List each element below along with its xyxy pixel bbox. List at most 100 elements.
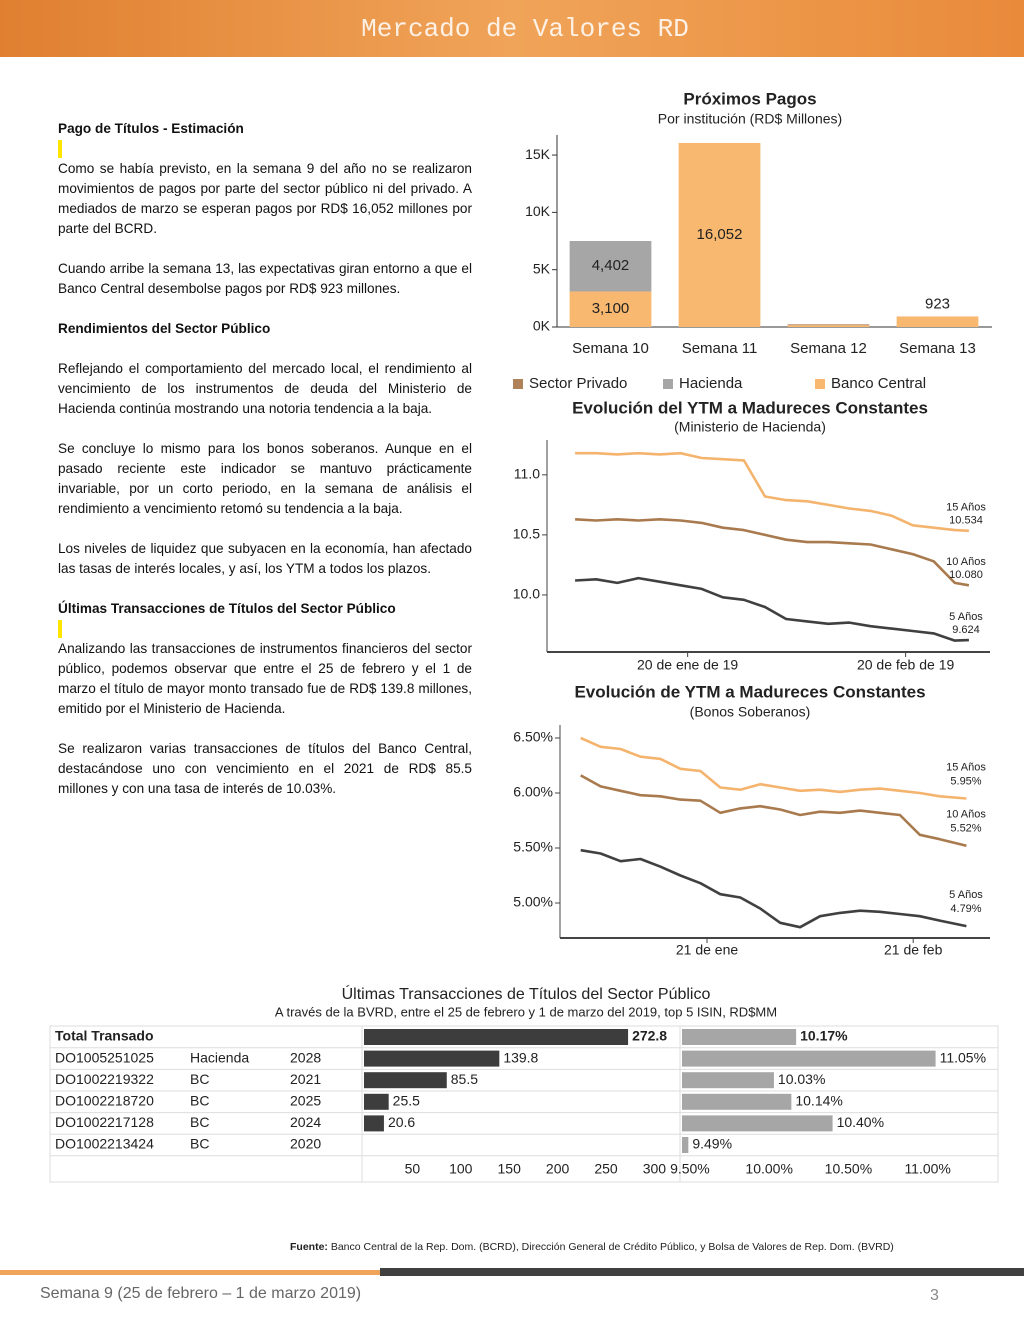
y-tick-label: 15K xyxy=(525,146,551,162)
bar-segment xyxy=(569,291,652,327)
paragraph: Los niveles de liquidez que subyacen en … xyxy=(58,541,472,576)
data-label: 3,100 xyxy=(592,300,630,317)
end-value-label: 4.79% xyxy=(950,903,981,915)
x-tick-label: Semana 11 xyxy=(682,340,758,357)
data-label: 4,402 xyxy=(592,257,630,274)
series-label: 10 Años xyxy=(946,809,986,821)
table-cell: DO1005251025 xyxy=(55,1049,154,1065)
x-tick-label: 21 de ene xyxy=(676,942,738,958)
chart-title: Evolución del YTM a Madureces Constantes xyxy=(572,398,928,417)
paragraph: Como se había previsto, en la semana 9 d… xyxy=(58,161,472,236)
table-cell: DO1002219322 xyxy=(55,1071,154,1087)
x-tick-label: Semana 13 xyxy=(899,340,976,357)
series-label: 5 Años xyxy=(949,611,983,623)
y-tick-label: 11.0 xyxy=(514,466,540,482)
chart-subtitle: (Ministerio de Hacienda) xyxy=(674,419,826,435)
amount-label: 25.5 xyxy=(393,1093,420,1109)
amount-label: 272.8 xyxy=(632,1028,667,1044)
rate-label: 10.40% xyxy=(837,1114,884,1130)
legend-label: Sector Privado xyxy=(529,375,627,392)
table-cell: BC xyxy=(190,1114,209,1130)
source-label: Fuente: xyxy=(290,1241,328,1253)
end-value-label: 10.080 xyxy=(949,569,983,581)
end-value-label: 9.624 xyxy=(952,624,980,636)
chart-subtitle: Por institución (RD$ Millones) xyxy=(658,111,842,127)
header-band: Mercado de Valores RD xyxy=(0,0,1024,57)
table-cell: 2020 xyxy=(290,1136,321,1152)
x-tick-label: Semana 10 xyxy=(572,340,649,357)
page-number: 3 xyxy=(930,1287,939,1304)
line-series xyxy=(575,451,969,533)
table-cell: 2025 xyxy=(290,1093,321,1109)
y-tick-label: 0K xyxy=(533,318,551,334)
chart-subtitle: (Bonos Soberanos) xyxy=(690,704,811,720)
bar-segment xyxy=(787,325,870,327)
rate-label: 10.14% xyxy=(795,1093,842,1109)
paragraph: Se concluye lo mismo para los bonos sobe… xyxy=(58,441,472,516)
amount-label: 139.8 xyxy=(503,1049,538,1065)
data-label: 16,052 xyxy=(697,226,743,243)
end-value-label: 5.95% xyxy=(950,775,981,787)
bar-segment xyxy=(678,143,761,327)
y-tick-label: 10K xyxy=(525,203,551,219)
footer-period: Semana 9 (25 de febrero – 1 de marzo 201… xyxy=(40,1285,362,1302)
legend-swatch xyxy=(663,379,673,389)
chart-title: Próximos Pagos xyxy=(683,89,816,108)
table-cell: 2028 xyxy=(290,1049,321,1065)
rate-label: 10.03% xyxy=(778,1071,825,1087)
x-tick-label: 20 de feb de 19 xyxy=(857,657,955,673)
x2-tick-label: 10.00% xyxy=(745,1161,792,1177)
amount-bar xyxy=(364,1115,384,1132)
series-label: 15 Años xyxy=(946,502,986,514)
legend-swatch xyxy=(513,379,523,389)
chart-title: Últimas Transacciones de Títulos del Sec… xyxy=(342,984,711,1003)
y-tick-label: 10.5 xyxy=(513,526,540,542)
x-tick-label: 250 xyxy=(594,1161,618,1177)
amount-label: 20.6 xyxy=(388,1114,415,1130)
rate-label: 10.17% xyxy=(800,1028,848,1044)
line-series xyxy=(580,774,967,848)
rate-bar xyxy=(682,1115,833,1132)
legend-label: Hacienda xyxy=(679,375,743,392)
rate-bar xyxy=(682,1050,936,1067)
source-text: Banco Central de la Rep. Dom. (BCRD), Di… xyxy=(330,1241,894,1253)
line-series xyxy=(580,848,967,929)
highlight-mark xyxy=(58,620,62,638)
amount-bar xyxy=(364,1029,629,1045)
article: Pago de Títulos - Estimación Como se hab… xyxy=(58,119,472,819)
table-cell: DO1002217128 xyxy=(55,1114,154,1130)
table-cell: 2024 xyxy=(290,1114,321,1130)
table-cell: BC xyxy=(190,1071,209,1087)
table-cell: BC xyxy=(190,1093,209,1109)
source-note: Fuente: Banco Central de la Rep. Dom. (B… xyxy=(290,1241,894,1253)
rate-bar xyxy=(682,1029,797,1045)
y-tick-label: 5.00% xyxy=(513,894,553,910)
amount-bar xyxy=(364,1072,447,1089)
data-label: 923 xyxy=(925,295,950,312)
end-value-label: 10.534 xyxy=(949,515,983,527)
rate-bar xyxy=(682,1137,689,1153)
y-tick-label: 5.50% xyxy=(513,839,553,855)
table-frame xyxy=(49,1025,999,1183)
highlight-mark xyxy=(58,140,62,158)
bar-segment xyxy=(896,316,979,327)
chart-title: Evolución de YTM a Madureces Constantes xyxy=(574,682,925,701)
amount-bar xyxy=(364,1050,500,1067)
series-label: 5 Años xyxy=(949,889,983,901)
x-tick-label: 300 xyxy=(643,1161,667,1177)
x2-tick-label: 9.50% xyxy=(670,1161,710,1177)
series-label: 15 Años xyxy=(946,761,986,773)
x-tick-label: 20 de ene de 19 xyxy=(637,657,738,673)
table-cell: BC xyxy=(190,1136,209,1152)
line-series xyxy=(575,576,969,642)
x2-tick-label: 10.50% xyxy=(825,1161,872,1177)
bar-segment xyxy=(569,241,652,292)
paragraph: Cuando arribe la semana 13, las expectat… xyxy=(58,261,472,296)
y-tick-label: 6.50% xyxy=(513,729,553,745)
header-title: Mercado de Valores RD xyxy=(361,14,689,44)
x-tick-label: 50 xyxy=(405,1161,421,1177)
